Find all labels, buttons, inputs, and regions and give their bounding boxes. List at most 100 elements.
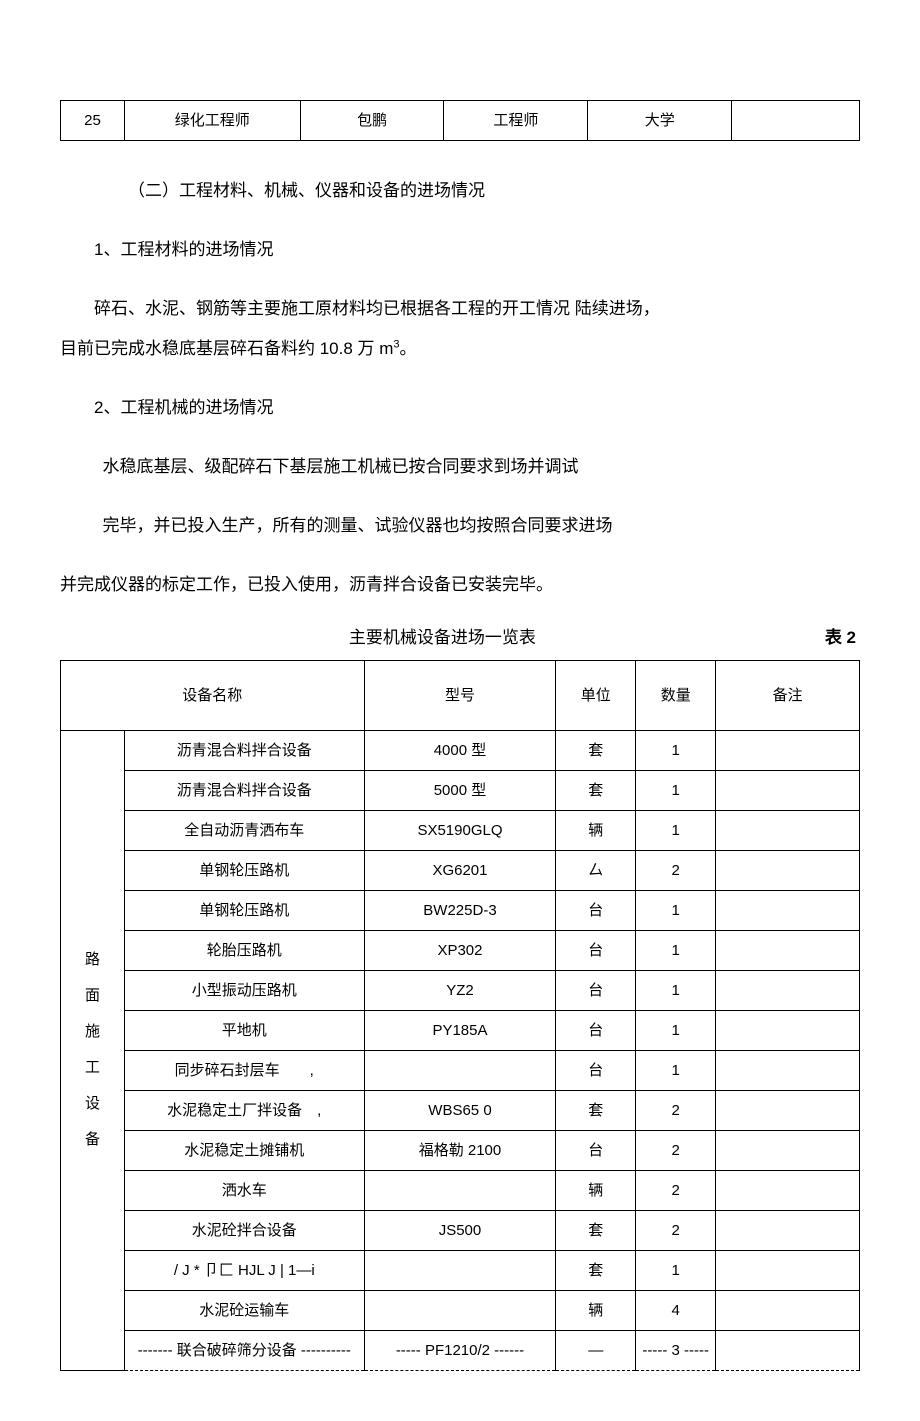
text-span: 碎石、水泥、钢筋等主要施工原材料均已根据各工程的开工情况 陆续进场， [94, 299, 660, 318]
table-row: 洒水车 辆2 [61, 1170, 860, 1210]
header-qty: 数量 [636, 660, 716, 730]
header-unit: 单位 [556, 660, 636, 730]
cell-unit: 套 [556, 730, 636, 770]
cell-note [716, 1090, 860, 1130]
cell-unit: 辆 [556, 1290, 636, 1330]
cell-note [716, 810, 860, 850]
cell-unit: — [556, 1330, 636, 1370]
cell-note [716, 770, 860, 810]
category-cell: 路面施工设备 [61, 730, 125, 1370]
cell-note [716, 730, 860, 770]
cell-unit: 套 [556, 1210, 636, 1250]
cell-name: / J * 卩匚 HJL J | 1—i [124, 1250, 364, 1290]
personnel-table-fragment: 25 绿化工程师 包鹏 工程师 大学 [60, 100, 860, 141]
table-caption-row: 主要机械设备进场一览表 表 2 [60, 623, 860, 654]
table-row: 水泥砼拌合设备JS500套2 [61, 1210, 860, 1250]
cell-qty: 2 [636, 1130, 716, 1170]
cell-name: 水泥稳定土摊铺机 [124, 1130, 364, 1170]
cell-name: 小型振动压路机 [124, 970, 364, 1010]
cell-model: PY185A [364, 1010, 556, 1050]
cell-unit: 套 [556, 1090, 636, 1130]
document-body: （二）工程材料、机械、仪器和设备的进场情况 1、工程材料的进场情况 碎石、水泥、… [60, 171, 860, 605]
cell-note [716, 1130, 860, 1170]
cell-unit: 台 [556, 930, 636, 970]
cell-idx: 25 [61, 101, 125, 141]
table-row: 水泥稳定土厂拌设备 ,WBS65 0套2 [61, 1090, 860, 1130]
table-row: 平地机PY185A台1 [61, 1010, 860, 1050]
table-title: 主要机械设备进场一览表 [60, 623, 825, 654]
cell-qty: 2 [636, 850, 716, 890]
cell-model: 4000 型 [364, 730, 556, 770]
cell-model: ----- PF1210/2 ------ [364, 1330, 556, 1370]
cell-qty: 1 [636, 890, 716, 930]
cell-name: 同步碎石封层车 , [124, 1050, 364, 1090]
cell-qty: 1 [636, 810, 716, 850]
cell-qty: 2 [636, 1170, 716, 1210]
table-row: 全自动沥青洒布车SX5190GLQ辆1 [61, 810, 860, 850]
table-row: 沥青混合料拌合设备5000 型套1 [61, 770, 860, 810]
cell-model [364, 1290, 556, 1330]
cell-name: 洒水车 [124, 1170, 364, 1210]
cell-model: 5000 型 [364, 770, 556, 810]
table-row: 同步碎石封层车 ,台1 [61, 1050, 860, 1090]
cell-unit: 厶 [556, 850, 636, 890]
cell-qty: 1 [636, 1050, 716, 1090]
cell-name: 沥青混合料拌合设备 [124, 730, 364, 770]
cell-note [716, 1210, 860, 1250]
cell-name: 全自动沥青洒布车 [124, 810, 364, 850]
cell-unit: 台 [556, 1010, 636, 1050]
cell-unit: 台 [556, 970, 636, 1010]
cell-title: 工程师 [444, 101, 588, 141]
sub-heading-1: 1、工程材料的进场情况 [60, 230, 860, 271]
cell-note [716, 1290, 860, 1330]
cell-name: 单钢轮压路机 [124, 890, 364, 930]
cell-name: 水泥稳定土厂拌设备 , [124, 1090, 364, 1130]
cell-name: 水泥砼运输车 [124, 1290, 364, 1330]
cell-note [716, 1010, 860, 1050]
cell-edu: 大学 [588, 101, 732, 141]
table-row: / J * 卩匚 HJL J | 1—i套1 [61, 1250, 860, 1290]
text-span: 。 [400, 339, 417, 358]
cell-model: BW225D-3 [364, 890, 556, 930]
section-heading: （二）工程材料、机械、仪器和设备的进场情况 [60, 171, 860, 212]
cell-model [364, 1170, 556, 1210]
cell-name: 水泥砼拌合设备 [124, 1210, 364, 1250]
table-row: 单钢轮压路机BW225D-3台1 [61, 890, 860, 930]
cell-note [716, 930, 860, 970]
paragraph-machinery-1: 水稳底基层、级配碎石下基层施工机械已按合同要求到场并调试 [60, 447, 860, 488]
cell-note [732, 101, 860, 141]
paragraph-machinery-2: 完毕，并已投入生产，所有的测量、试验仪器也均按照合同要求进场 [60, 506, 860, 547]
cell-model: XG6201 [364, 850, 556, 890]
cell-model: SX5190GLQ [364, 810, 556, 850]
sub-heading-2: 2、工程机械的进场情况 [60, 388, 860, 429]
cell-qty: 4 [636, 1290, 716, 1330]
cell-unit: 套 [556, 1250, 636, 1290]
table-row: 轮胎压路机XP302台1 [61, 930, 860, 970]
header-name: 设备名称 [61, 660, 365, 730]
cell-note [716, 850, 860, 890]
cell-note [716, 1170, 860, 1210]
cell-name: 沥青混合料拌合设备 [124, 770, 364, 810]
cell-qty: 1 [636, 970, 716, 1010]
cell-unit: 台 [556, 890, 636, 930]
cell-qty: ----- 3 ----- [636, 1330, 716, 1370]
text-span: 目前已完成水稳底基层碎石备料约 10.8 万 m [60, 339, 393, 358]
cell-qty: 1 [636, 770, 716, 810]
table-row: 水泥稳定土摊铺机福格勒 2100台2 [61, 1130, 860, 1170]
table-row: 25 绿化工程师 包鹏 工程师 大学 [61, 101, 860, 141]
cell-model: XP302 [364, 930, 556, 970]
cell-unit: 辆 [556, 1170, 636, 1210]
table-row: 小型振动压路机YZ2台1 [61, 970, 860, 1010]
cell-unit: 辆 [556, 810, 636, 850]
paragraph-materials: 碎石、水泥、钢筋等主要施工原材料均已根据各工程的开工情况 陆续进场， 目前已完成… [60, 289, 860, 371]
cell-model: 福格勒 2100 [364, 1130, 556, 1170]
cell-note [716, 970, 860, 1010]
cell-name: 单钢轮压路机 [124, 850, 364, 890]
cell-model: YZ2 [364, 970, 556, 1010]
cell-name: 平地机 [124, 1010, 364, 1050]
equipment-table: 设备名称 型号 单位 数量 备注 路面施工设备沥青混合料拌合设备4000 型套1… [60, 660, 860, 1371]
paragraph-machinery-3: 并完成仪器的标定工作，已投入使用，沥青拌合设备已安装完毕。 [60, 565, 860, 606]
cell-model: WBS65 0 [364, 1090, 556, 1130]
header-model: 型号 [364, 660, 556, 730]
cell-note [716, 1250, 860, 1290]
